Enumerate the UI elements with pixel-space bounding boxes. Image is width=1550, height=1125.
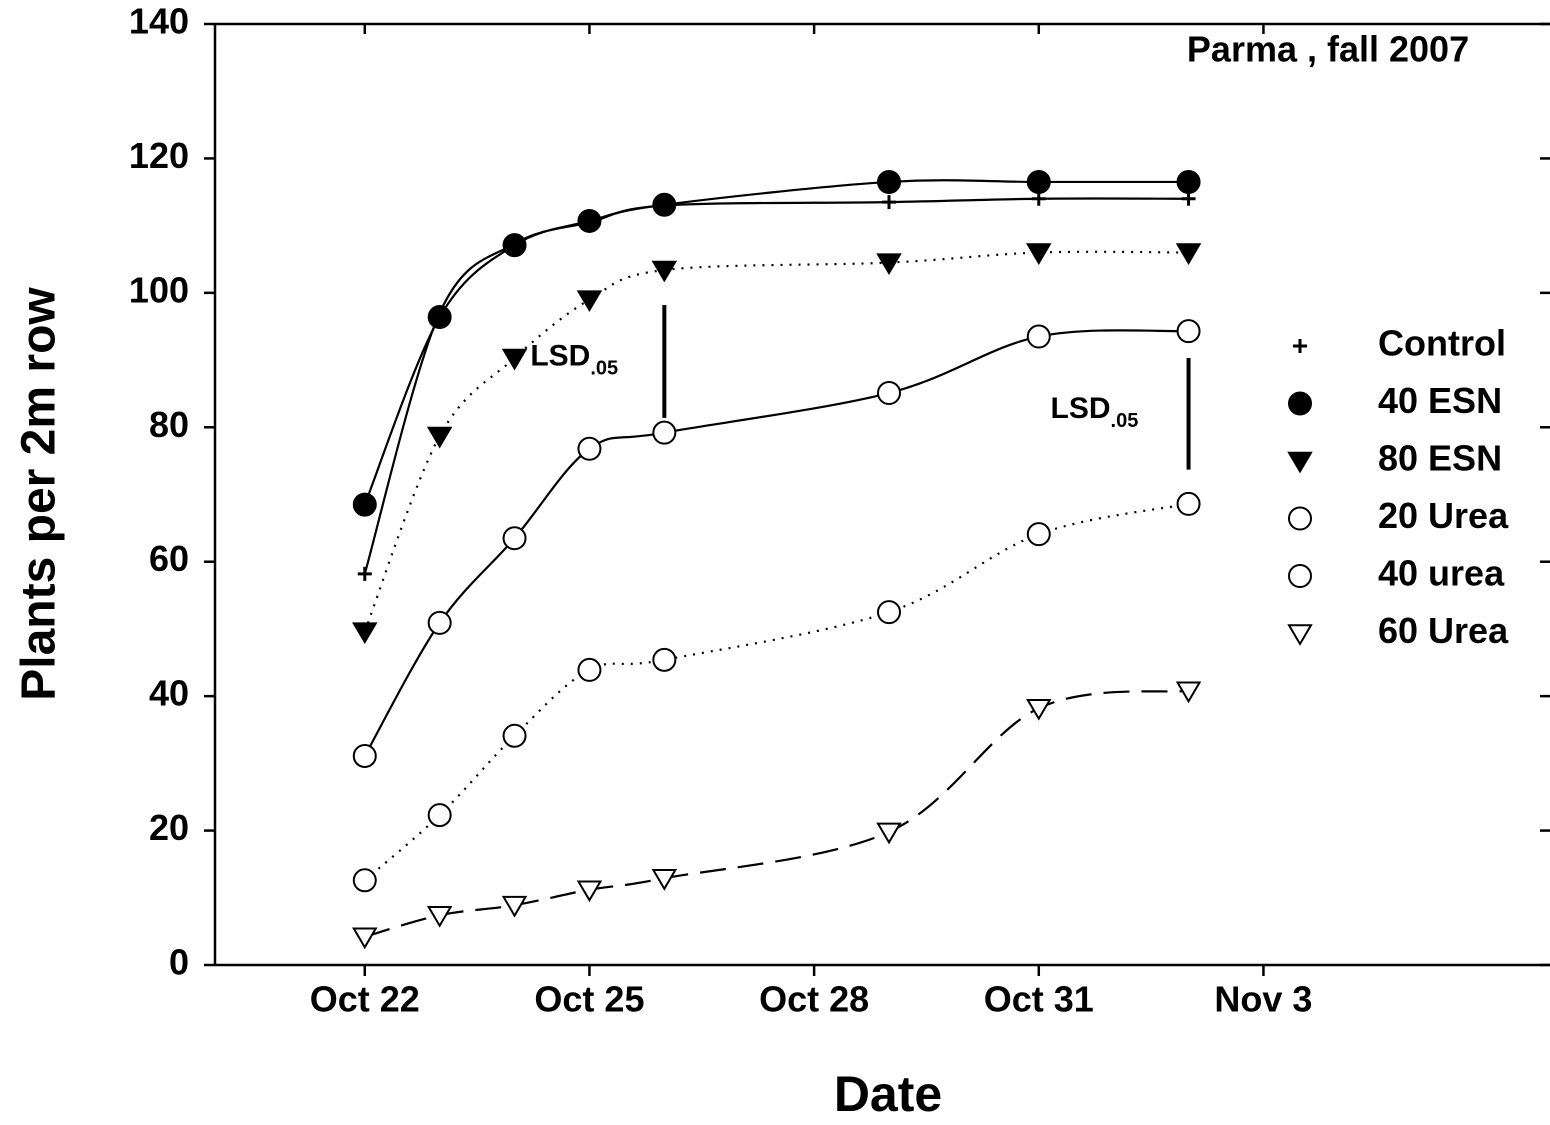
marker-circle bbox=[877, 381, 901, 406]
marker-circle bbox=[577, 436, 602, 461]
marker-circle bbox=[502, 723, 527, 748]
y-tick-label: 60 bbox=[149, 538, 189, 579]
marker-circle bbox=[427, 610, 452, 635]
lsd-text: LSD bbox=[1051, 392, 1111, 425]
marker-triangle bbox=[1175, 681, 1202, 704]
marker-circle bbox=[577, 657, 602, 682]
marker-triangle bbox=[576, 290, 603, 313]
marker-circle bbox=[1176, 169, 1201, 194]
legend-label: Control bbox=[1378, 323, 1506, 364]
y-tick-label: 140 bbox=[129, 1, 189, 42]
marker-circle bbox=[652, 420, 677, 445]
marker-triangle bbox=[426, 426, 453, 449]
marker-circle bbox=[1026, 324, 1051, 349]
chart-title: Parma , fall 2007 bbox=[1187, 29, 1469, 70]
legend-label: 40 ESN bbox=[1378, 380, 1502, 421]
marker-circle bbox=[427, 305, 452, 330]
marker-circle bbox=[1176, 491, 1201, 516]
marker-plus bbox=[1181, 191, 1196, 206]
marker-circle bbox=[1026, 169, 1051, 194]
series-line bbox=[363, 179, 1189, 505]
y-axis-title: Plants per 2m row bbox=[13, 287, 66, 701]
legend-marker bbox=[1287, 451, 1313, 474]
marker-plus bbox=[1031, 191, 1046, 206]
marker-triangle bbox=[501, 348, 528, 371]
marker-triangle bbox=[501, 895, 528, 918]
marker-circle bbox=[352, 868, 377, 893]
x-tick-label: Nov 3 bbox=[1214, 979, 1312, 1020]
marker-circle bbox=[652, 647, 677, 672]
legend-marker bbox=[1288, 391, 1312, 416]
marker-circle bbox=[652, 192, 677, 217]
x-tick-label: Oct 25 bbox=[534, 979, 644, 1020]
legend-marker bbox=[1288, 564, 1312, 588]
marker-stroke bbox=[1293, 339, 1307, 353]
marker-stroke bbox=[1031, 191, 1046, 206]
marker-circle bbox=[877, 169, 901, 194]
lsd-text: LSD bbox=[530, 339, 590, 372]
marker-circle bbox=[577, 208, 602, 233]
y-tick-label: 100 bbox=[129, 269, 189, 310]
marker-triangle bbox=[1026, 698, 1052, 721]
marker-triangle bbox=[876, 253, 902, 276]
y-tick-label: 80 bbox=[149, 404, 189, 445]
marker-circle bbox=[352, 492, 377, 517]
legend-label: 40 urea bbox=[1378, 553, 1505, 594]
marker-plus bbox=[882, 195, 896, 210]
marker-triangle bbox=[352, 622, 378, 645]
marker-circle bbox=[352, 743, 377, 768]
x-tick-label: Oct 31 bbox=[984, 979, 1094, 1020]
marker-triangle bbox=[651, 260, 678, 283]
marker-triangle bbox=[576, 880, 603, 903]
x-tick-label: Oct 22 bbox=[310, 979, 420, 1020]
legend-label: 80 ESN bbox=[1378, 438, 1502, 479]
marker-circle bbox=[502, 526, 527, 551]
lsd-sub: .05 bbox=[1111, 410, 1139, 432]
marker-triangle bbox=[352, 927, 378, 950]
marker-circle bbox=[1176, 319, 1201, 344]
marker-stroke bbox=[357, 566, 372, 581]
marker-triangle bbox=[1026, 243, 1052, 265]
series-line bbox=[363, 250, 1189, 633]
marker-circle bbox=[502, 233, 527, 258]
marker-triangle bbox=[426, 906, 453, 928]
y-tick-label: 120 bbox=[129, 135, 189, 176]
legend-marker bbox=[1288, 506, 1312, 531]
legend-label: 20 Urea bbox=[1378, 495, 1509, 536]
x-axis-title: Date bbox=[834, 1066, 942, 1122]
legend-marker bbox=[1293, 339, 1307, 353]
y-tick-label: 20 bbox=[149, 807, 189, 848]
marker-circle bbox=[877, 600, 901, 625]
marker-plus bbox=[357, 566, 372, 581]
y-tick-label: 40 bbox=[149, 673, 189, 714]
marker-triangle bbox=[876, 822, 902, 845]
marker-circle bbox=[427, 803, 452, 828]
series-line bbox=[364, 502, 1189, 882]
lsd-label: LSD.05 bbox=[1051, 392, 1139, 432]
series-line bbox=[363, 197, 1189, 575]
marker-circle bbox=[1026, 522, 1051, 547]
lsd-label: LSD.05 bbox=[530, 339, 618, 379]
legend-marker bbox=[1287, 624, 1313, 646]
marker-triangle bbox=[1175, 243, 1202, 265]
marker-triangle bbox=[651, 869, 678, 891]
marker-stroke bbox=[1181, 191, 1196, 206]
marker-stroke bbox=[882, 195, 896, 210]
y-tick-label: 0 bbox=[169, 942, 189, 983]
series-line bbox=[364, 689, 1189, 938]
x-tick-label: Oct 28 bbox=[759, 979, 869, 1020]
legend-label: 60 Urea bbox=[1378, 610, 1509, 651]
lsd-sub: .05 bbox=[590, 358, 618, 380]
